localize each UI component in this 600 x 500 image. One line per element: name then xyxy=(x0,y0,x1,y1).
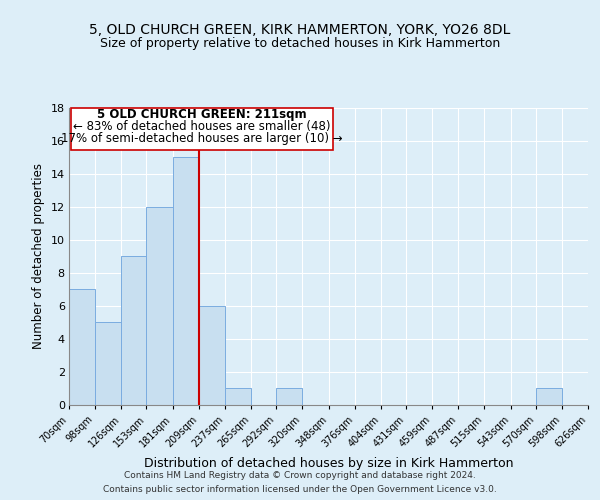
Text: 17% of semi-detached houses are larger (10) →: 17% of semi-detached houses are larger (… xyxy=(61,132,343,145)
Text: ← 83% of detached houses are smaller (48): ← 83% of detached houses are smaller (48… xyxy=(73,120,331,133)
Y-axis label: Number of detached properties: Number of detached properties xyxy=(32,163,45,350)
Bar xyxy=(225,388,251,405)
Text: Contains public sector information licensed under the Open Government Licence v3: Contains public sector information licen… xyxy=(103,486,497,494)
Text: 5 OLD CHURCH GREEN: 211sqm: 5 OLD CHURCH GREEN: 211sqm xyxy=(97,108,307,122)
X-axis label: Distribution of detached houses by size in Kirk Hammerton: Distribution of detached houses by size … xyxy=(144,458,513,470)
Bar xyxy=(121,256,146,405)
Bar xyxy=(199,306,225,405)
Bar xyxy=(146,206,173,405)
Bar xyxy=(536,388,562,405)
Bar xyxy=(95,322,121,405)
Text: 5, OLD CHURCH GREEN, KIRK HAMMERTON, YORK, YO26 8DL: 5, OLD CHURCH GREEN, KIRK HAMMERTON, YOR… xyxy=(89,22,511,36)
Text: Size of property relative to detached houses in Kirk Hammerton: Size of property relative to detached ho… xyxy=(100,38,500,51)
Bar xyxy=(69,290,95,405)
Bar xyxy=(276,388,302,405)
FancyBboxPatch shape xyxy=(71,108,333,150)
Text: Contains HM Land Registry data © Crown copyright and database right 2024.: Contains HM Land Registry data © Crown c… xyxy=(124,472,476,480)
Bar xyxy=(173,157,199,405)
